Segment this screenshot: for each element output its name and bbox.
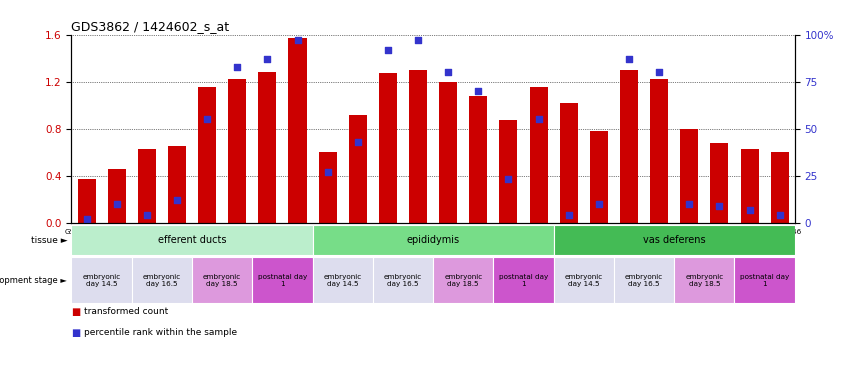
- Bar: [590, 131, 608, 223]
- Bar: [614, 257, 674, 303]
- Bar: [192, 257, 252, 303]
- Text: postnatal day
1: postnatal day 1: [740, 274, 789, 287]
- Text: vas deferens: vas deferens: [643, 235, 706, 245]
- Point: [683, 201, 696, 207]
- Text: epididymis: epididymis: [406, 235, 460, 245]
- Text: percentile rank within the sample: percentile rank within the sample: [84, 328, 237, 337]
- Point: [351, 139, 364, 145]
- Point: [291, 37, 304, 43]
- Bar: [349, 114, 367, 223]
- Bar: [553, 225, 795, 255]
- Bar: [228, 79, 246, 223]
- Bar: [680, 129, 698, 223]
- Text: ■: ■: [71, 307, 81, 317]
- Text: embryonic
day 18.5: embryonic day 18.5: [203, 274, 241, 287]
- Point: [140, 212, 154, 218]
- Text: embryonic
day 14.5: embryonic day 14.5: [82, 274, 121, 287]
- Bar: [77, 179, 96, 223]
- Bar: [313, 257, 373, 303]
- Bar: [734, 257, 795, 303]
- Point: [170, 197, 183, 203]
- Text: development stage ►: development stage ►: [0, 276, 67, 285]
- Point: [381, 46, 394, 53]
- Point: [411, 37, 425, 43]
- Point: [502, 176, 516, 182]
- Bar: [378, 73, 397, 223]
- Bar: [770, 152, 789, 223]
- Text: efferent ducts: efferent ducts: [158, 235, 226, 245]
- Bar: [439, 82, 458, 223]
- Bar: [168, 146, 186, 223]
- Text: embryonic
day 16.5: embryonic day 16.5: [383, 274, 422, 287]
- Point: [472, 88, 485, 94]
- Point: [773, 212, 786, 218]
- Bar: [559, 103, 578, 223]
- Point: [653, 69, 666, 75]
- Text: embryonic
day 14.5: embryonic day 14.5: [324, 274, 362, 287]
- Bar: [132, 257, 192, 303]
- Bar: [373, 257, 433, 303]
- Point: [532, 116, 545, 122]
- Point: [110, 201, 124, 207]
- Bar: [433, 257, 494, 303]
- Bar: [650, 79, 668, 223]
- Bar: [198, 88, 216, 223]
- Text: embryonic
day 16.5: embryonic day 16.5: [143, 274, 181, 287]
- Bar: [553, 257, 614, 303]
- Bar: [71, 257, 132, 303]
- Point: [592, 201, 606, 207]
- Point: [200, 116, 214, 122]
- Text: embryonic
day 18.5: embryonic day 18.5: [685, 274, 723, 287]
- Bar: [530, 88, 547, 223]
- Point: [80, 216, 93, 222]
- Text: ■: ■: [71, 328, 81, 338]
- Point: [712, 203, 726, 209]
- Bar: [620, 70, 638, 223]
- Bar: [674, 257, 734, 303]
- Bar: [409, 70, 427, 223]
- Bar: [313, 225, 553, 255]
- Text: transformed count: transformed count: [84, 307, 168, 316]
- Bar: [252, 257, 313, 303]
- Bar: [108, 169, 125, 223]
- Bar: [288, 38, 306, 223]
- Bar: [740, 149, 759, 223]
- Bar: [500, 121, 517, 223]
- Point: [442, 69, 455, 75]
- Point: [562, 212, 575, 218]
- Text: postnatal day
1: postnatal day 1: [499, 274, 548, 287]
- Point: [321, 169, 335, 175]
- Point: [230, 63, 244, 70]
- Text: embryonic
day 18.5: embryonic day 18.5: [444, 274, 483, 287]
- Bar: [711, 143, 728, 223]
- Point: [743, 207, 756, 213]
- Point: [261, 56, 274, 62]
- Bar: [494, 257, 553, 303]
- Bar: [138, 149, 156, 223]
- Bar: [319, 152, 336, 223]
- Bar: [469, 96, 487, 223]
- Point: [622, 56, 636, 62]
- Text: GDS3862 / 1424602_s_at: GDS3862 / 1424602_s_at: [71, 20, 230, 33]
- Bar: [258, 72, 277, 223]
- Text: postnatal day
1: postnatal day 1: [258, 274, 307, 287]
- Text: embryonic
day 14.5: embryonic day 14.5: [564, 274, 603, 287]
- Text: tissue ►: tissue ►: [30, 235, 67, 245]
- Text: embryonic
day 16.5: embryonic day 16.5: [625, 274, 664, 287]
- Bar: [71, 225, 313, 255]
